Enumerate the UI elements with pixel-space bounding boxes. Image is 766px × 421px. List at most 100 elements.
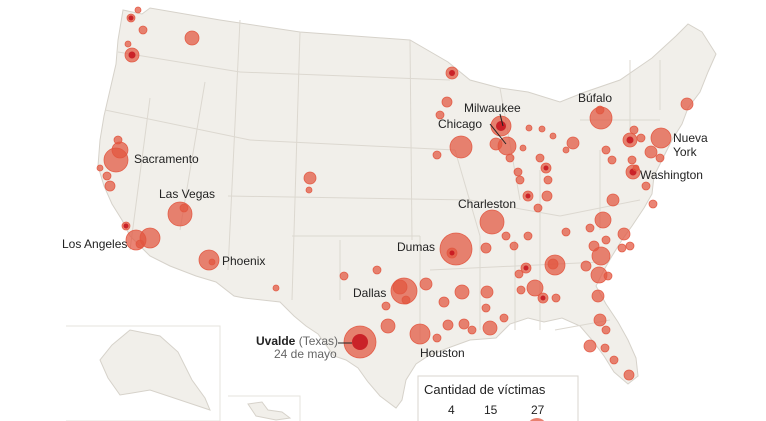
shooting-bubble xyxy=(525,124,533,132)
shooting-bubble xyxy=(543,175,553,185)
shooting-bubble xyxy=(104,180,116,192)
leader-line-chicago xyxy=(489,123,507,145)
shooting-bubble xyxy=(535,153,545,163)
shooting-bubble-core xyxy=(525,193,531,199)
shooting-bubble xyxy=(636,133,646,143)
shooting-bubble xyxy=(629,125,639,135)
shooting-bubble xyxy=(595,105,605,115)
shooting-bubble xyxy=(208,258,216,266)
shooting-bubble xyxy=(113,135,123,145)
shooting-bubble xyxy=(648,199,658,209)
shooting-bubble xyxy=(102,171,112,181)
shooting-bubble xyxy=(593,313,607,327)
shooting-bubble xyxy=(609,355,619,365)
label-houston: Houston xyxy=(420,346,465,360)
shooting-bubble xyxy=(419,277,433,291)
legend-box xyxy=(417,375,579,421)
label-las-vegas: Las Vegas xyxy=(159,187,215,201)
shooting-bubble-core xyxy=(449,70,455,76)
legend: Cantidad de víctimas 4 15 27 xyxy=(417,375,579,421)
shooting-bubble xyxy=(549,132,557,140)
alaska-inset xyxy=(66,325,221,421)
label-uvalde-state: (Texas) xyxy=(295,334,338,348)
shooting-bubble xyxy=(603,271,613,281)
label-uvalde-name: Uvalde xyxy=(256,334,296,348)
shooting-bubble xyxy=(627,155,637,165)
shooting-bubble-core xyxy=(626,136,634,144)
label-phoenix: Phoenix xyxy=(222,254,265,268)
label-dumas: Dumas xyxy=(397,240,435,254)
shooting-bubble xyxy=(606,193,620,207)
shooting-bubble-core xyxy=(123,223,129,229)
shooting-bubble xyxy=(601,325,611,335)
shooting-bubble xyxy=(124,40,132,48)
shooting-bubble xyxy=(339,271,349,281)
shooting-bubble xyxy=(562,146,570,154)
shooting-bubble xyxy=(184,30,200,46)
shooting-bubble xyxy=(594,211,612,229)
shooting-bubble xyxy=(551,293,561,303)
shooting-bubble xyxy=(449,135,473,159)
shooting-bubble xyxy=(607,155,617,165)
shooting-bubble xyxy=(514,269,524,279)
shooting-bubble xyxy=(392,279,408,295)
shooting-bubble xyxy=(380,318,396,334)
shooting-bubble xyxy=(632,164,640,172)
label-los-angeles: Los Angeles xyxy=(62,237,127,251)
shooting-bubble xyxy=(650,127,672,149)
shooting-bubble xyxy=(438,296,450,308)
city-labels: Sacramento Las Vegas Los Angeles Phoenix… xyxy=(62,91,708,361)
shooting-bubble xyxy=(442,319,454,331)
shooting-bubble xyxy=(566,136,580,150)
label-charleston: Charleston xyxy=(458,197,516,211)
shooting-bubble xyxy=(600,343,610,353)
leader-lines xyxy=(338,113,507,344)
legend-circle-27 xyxy=(529,418,545,421)
shooting-bubble xyxy=(625,241,635,251)
shooting-bubble xyxy=(439,232,473,266)
shooting-bubble xyxy=(432,333,442,343)
inset-shapes xyxy=(66,325,301,421)
leader-line-milwaukee xyxy=(499,113,504,127)
shooting-bubble xyxy=(111,141,129,159)
shooting-bubble xyxy=(526,279,544,297)
shooting-bubble xyxy=(644,145,658,159)
shooting-bubble xyxy=(547,258,559,270)
shooting-bubble xyxy=(509,241,519,251)
shooting-bubble xyxy=(198,249,220,271)
shooting-bubble xyxy=(580,260,592,272)
shooting-bubble xyxy=(138,25,148,35)
shooting-bubble xyxy=(435,110,445,120)
shooting-bubble xyxy=(409,323,431,345)
shooting-bubble xyxy=(372,265,382,275)
shooting-bubble-core xyxy=(449,250,455,256)
shooting-bubble xyxy=(499,313,509,323)
shooting-bubble xyxy=(516,285,526,295)
shooting-bubble xyxy=(601,145,611,155)
shooting-bubble-core xyxy=(128,15,134,21)
shooting-bubble xyxy=(458,318,470,330)
shooting-bubble-core xyxy=(352,334,368,350)
shooting-bubble xyxy=(541,190,553,202)
legend-title: Cantidad de víctimas xyxy=(424,382,546,397)
shooting-bubble xyxy=(501,231,511,241)
shooting-bubble xyxy=(515,175,525,185)
shooting-bubble-core xyxy=(540,295,546,301)
shooting-bubble xyxy=(489,137,503,151)
shooting-bubble xyxy=(538,125,546,133)
shooting-bubble xyxy=(96,164,104,172)
shooting-bubbles xyxy=(96,6,694,381)
shooting-bubble xyxy=(272,284,280,292)
label-uvalde-date: 24 de mayo xyxy=(274,347,337,361)
shooting-bubble xyxy=(303,171,317,185)
alaska-landmass xyxy=(99,329,211,411)
shooting-bubble xyxy=(482,320,498,336)
label-bufalo: Búfalo xyxy=(578,91,612,105)
shooting-bubble xyxy=(480,285,494,299)
shooting-bubble xyxy=(135,239,145,249)
shooting-bubble xyxy=(134,6,142,14)
label-washington: Washington xyxy=(640,168,703,182)
label-nueva: Nueva xyxy=(673,131,708,145)
shooting-bubble xyxy=(533,203,543,213)
